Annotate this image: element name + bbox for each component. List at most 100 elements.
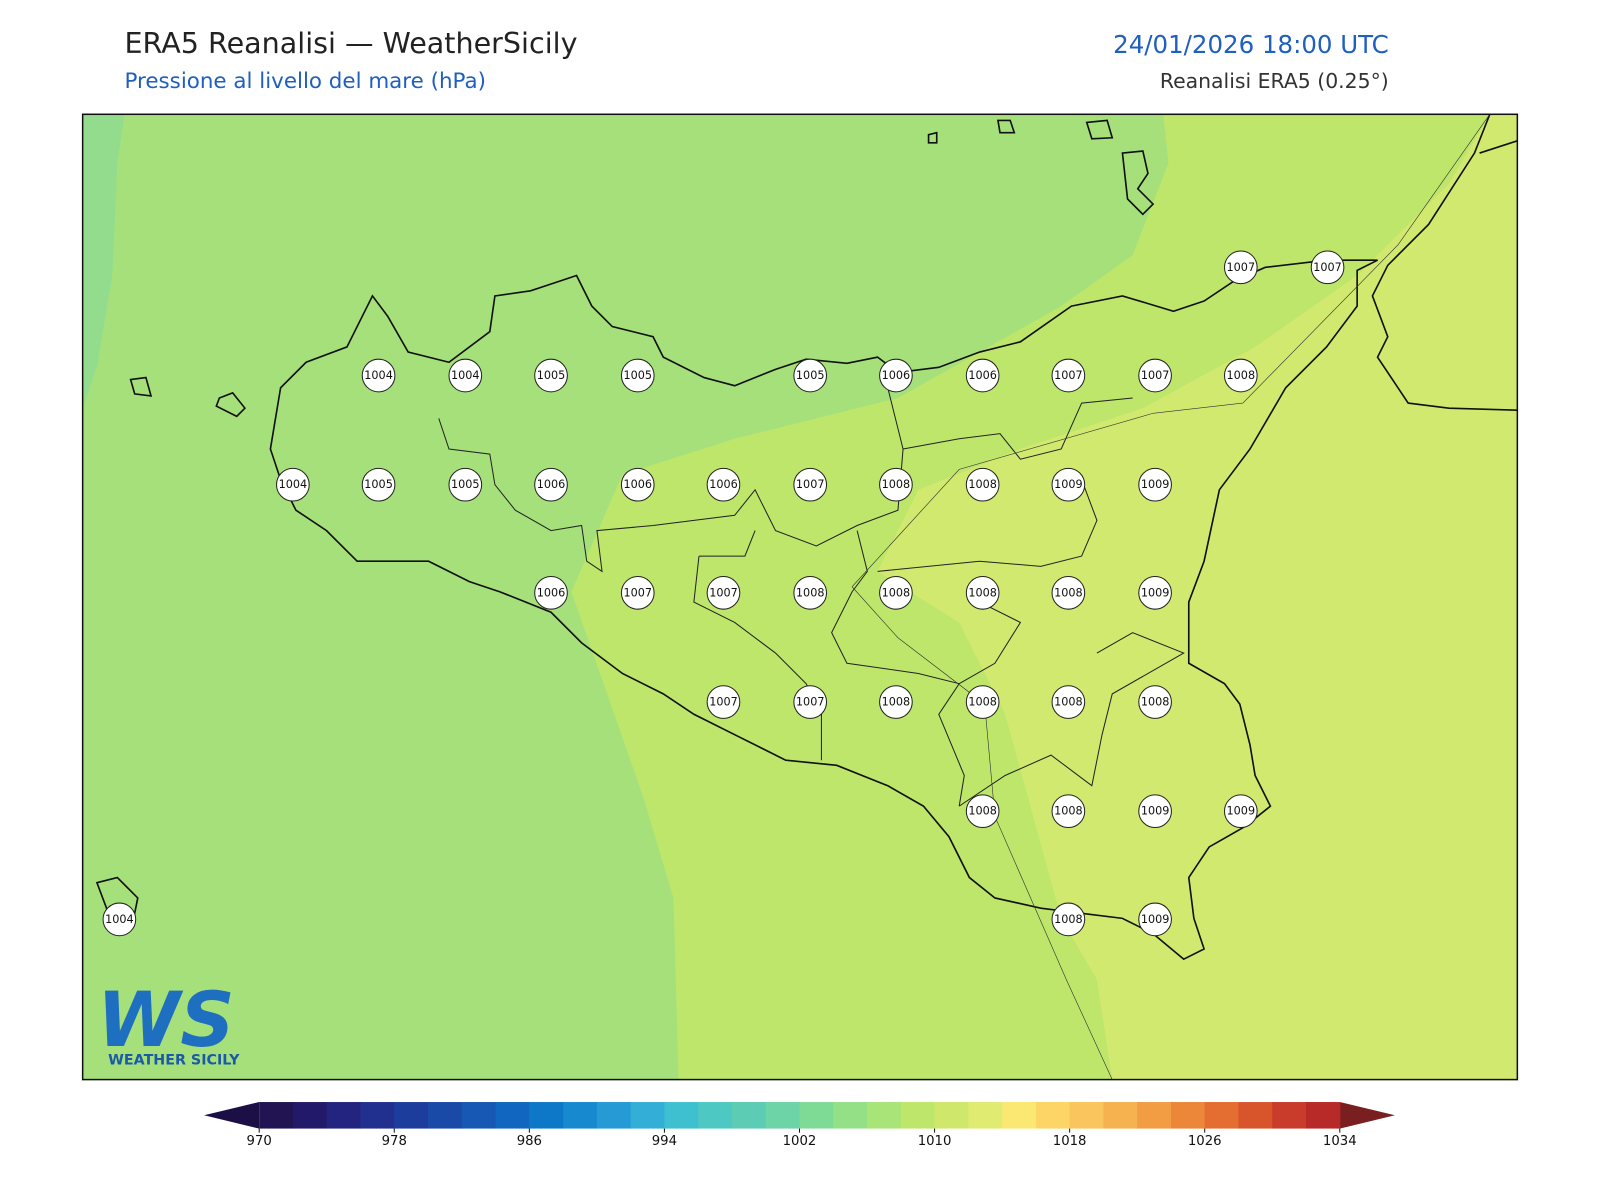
station-label: 1006 (623, 478, 652, 491)
station-marker (534, 358, 568, 393)
station-label: 1008 (1054, 805, 1083, 818)
station-label: 1008 (882, 586, 911, 599)
colorbar-segment (799, 1102, 834, 1129)
colorbar-segment (630, 1102, 665, 1129)
station-marker (879, 685, 913, 719)
station-label: 1006 (882, 369, 911, 382)
logo-name: WEATHER SICILY (108, 1052, 240, 1068)
colorbar-segment (394, 1102, 429, 1129)
station-label: 1006 (537, 478, 566, 491)
colorbar-under (204, 1102, 260, 1129)
station-label: 1008 (1054, 913, 1083, 926)
colorbar-segment (292, 1102, 328, 1129)
colorbar-segment (731, 1102, 767, 1129)
title: ERA5 Reanalisi — WeatherSicily (124, 26, 577, 60)
station-marker (793, 576, 828, 610)
station-label: 1008 (968, 478, 997, 491)
colorbar-tick-label: 1010 (918, 1134, 952, 1149)
station-marker (534, 467, 568, 502)
station-marker (1138, 902, 1172, 937)
station-label: 1007 (1227, 261, 1256, 274)
station-label: 1007 (623, 586, 652, 599)
station-marker (1051, 467, 1086, 502)
colorbar-segment (1069, 1102, 1104, 1129)
station-label: 1007 (709, 586, 738, 599)
subtitle: Pressione al livello del mare (hPa) (124, 69, 485, 94)
station-marker (1138, 685, 1172, 719)
station-label: 1008 (1227, 369, 1256, 382)
colorbar-tick-label: 970 (247, 1134, 272, 1149)
station-label: 1004 (279, 478, 308, 491)
colorbar-segment (1103, 1102, 1138, 1129)
colorbar: 970 978 986 994 1002 1010 1018 1026 1034 (204, 1102, 1395, 1149)
colorbar-segment (867, 1102, 902, 1129)
logo-letters: WS (97, 976, 235, 1064)
station-marker (706, 576, 741, 610)
station-label: 1007 (709, 696, 738, 709)
stations: 1007 1007 1004 1004 1005 1005 1005 1006 1006 1007… (102, 250, 1345, 937)
colorbar-segment (934, 1102, 969, 1129)
station-label: 1009 (1141, 805, 1170, 818)
station-marker (879, 467, 913, 502)
boundary-lines (851, 114, 1491, 1080)
colorbar-tick-label: 978 (382, 1134, 407, 1149)
station-label: 1005 (451, 478, 480, 491)
station-label: 1009 (1141, 586, 1170, 599)
station-marker (965, 358, 1000, 393)
station-marker (1051, 685, 1086, 719)
station-marker (879, 576, 913, 610)
colorbar-segment (1035, 1102, 1071, 1129)
station-marker (965, 576, 1000, 610)
colorbar-segment (596, 1102, 632, 1129)
station-marker (361, 358, 396, 393)
station-label: 1008 (1141, 696, 1170, 709)
station-label: 1009 (1054, 478, 1083, 491)
colorbar-tick-label: 1002 (783, 1134, 817, 1149)
station-label: 1004 (105, 913, 134, 926)
colorbar-segment (1170, 1102, 1206, 1129)
station-label: 1005 (364, 478, 393, 491)
station-marker (1310, 250, 1345, 285)
colorbar-segment (968, 1102, 1003, 1129)
colorbar-segment (563, 1102, 598, 1129)
station-marker (102, 902, 137, 937)
colorbar-segment (1272, 1102, 1307, 1129)
station-marker (793, 467, 828, 502)
station-label: 1005 (623, 369, 652, 382)
colorbar-segment (360, 1102, 395, 1129)
station-marker (1051, 576, 1086, 610)
colorbar-segment (765, 1102, 800, 1129)
colorbar-tick-label: 994 (652, 1134, 677, 1149)
station-label: 1005 (796, 369, 825, 382)
station-label: 1009 (1227, 805, 1256, 818)
colorbar-tick-label: 1018 (1053, 1134, 1087, 1149)
station-marker (1138, 467, 1172, 502)
station-label: 1007 (796, 696, 825, 709)
colorbar-segment (664, 1102, 699, 1129)
station-label: 1004 (451, 369, 480, 382)
station-marker (1223, 250, 1258, 285)
source: Reanalisi ERA5 (0.25°) (1160, 69, 1389, 93)
colorbar-segment (1238, 1102, 1273, 1129)
station-marker (965, 685, 1000, 719)
field (877, 114, 1518, 1080)
colorbar-over (1339, 1102, 1395, 1129)
colorbar-tick-label: 1034 (1323, 1134, 1357, 1149)
station-label: 1009 (1141, 478, 1170, 491)
station-marker (965, 794, 1000, 829)
map-frame (81, 113, 1519, 1081)
logo: WS WEATHER SICILY (97, 976, 240, 1068)
station-marker (793, 685, 828, 719)
station-marker (448, 467, 483, 502)
colorbar-tick-label: 986 (517, 1134, 542, 1149)
station-marker (706, 685, 741, 719)
station-label: 1008 (1054, 586, 1083, 599)
station-label: 1008 (882, 696, 911, 709)
station-label: 1006 (537, 586, 566, 599)
colorbar-segment (1002, 1102, 1037, 1129)
colorbar-segment (698, 1102, 733, 1129)
station-marker (1223, 794, 1258, 829)
station-label: 1008 (968, 805, 997, 818)
